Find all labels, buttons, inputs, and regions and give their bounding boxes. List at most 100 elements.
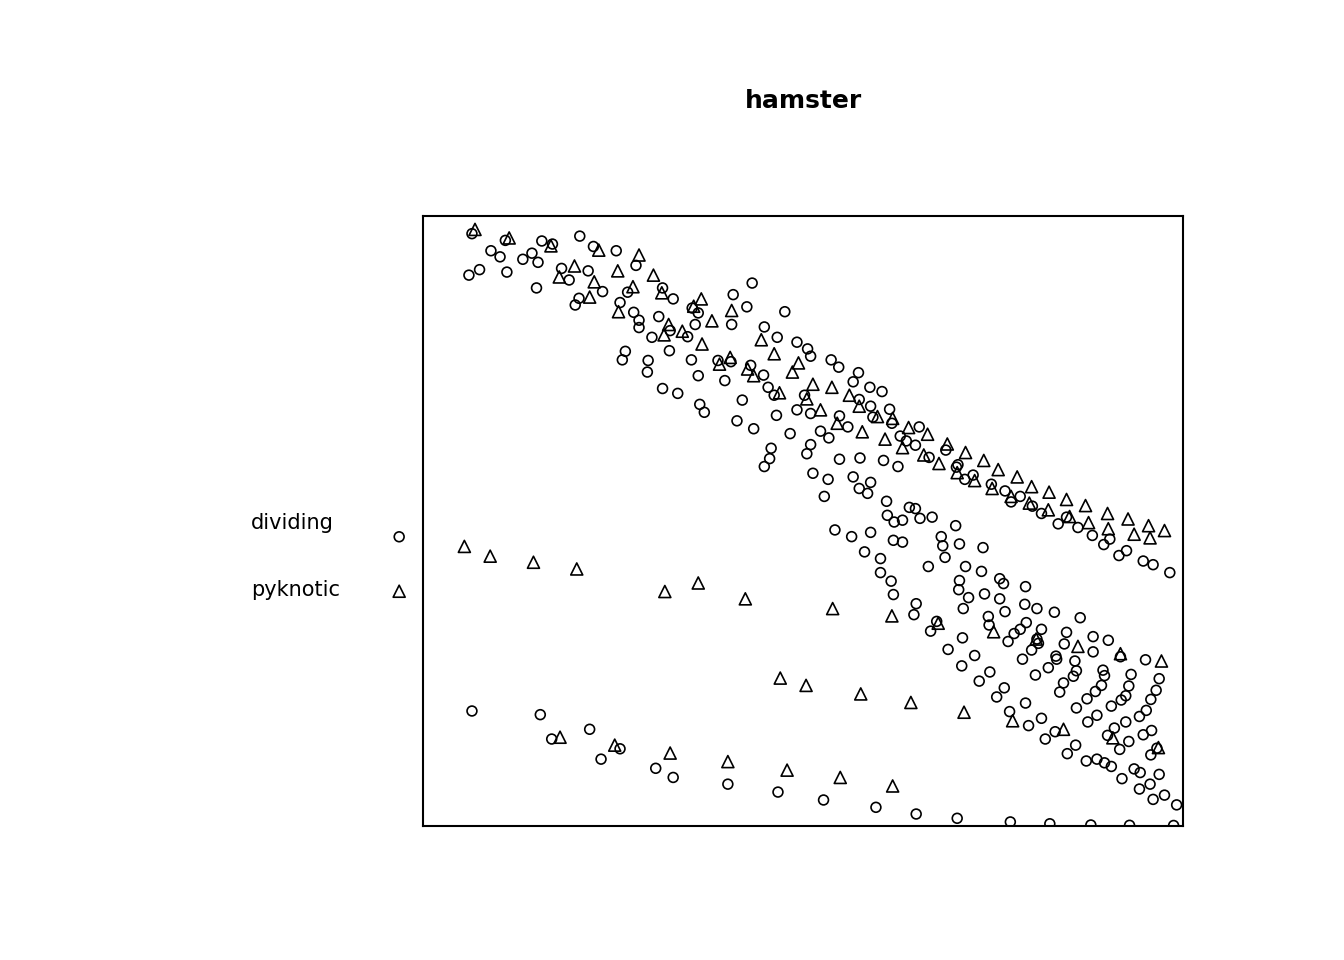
Point (609, 741, 630, 756)
Point (982, 624, 1004, 639)
Point (612, 352, 633, 368)
Point (1110, 646, 1132, 661)
Point (1116, 688, 1137, 704)
Point (763, 347, 785, 362)
Point (883, 587, 905, 602)
Point (758, 379, 780, 395)
Point (540, 238, 562, 253)
Point (981, 481, 1003, 496)
Point (892, 440, 914, 455)
Point (945, 518, 966, 534)
Point (930, 529, 952, 544)
Point (1142, 557, 1164, 572)
Point (813, 489, 835, 504)
Point (981, 476, 1003, 492)
Point (723, 287, 745, 302)
Point (876, 508, 898, 523)
Point (989, 571, 1011, 587)
Point (973, 453, 995, 468)
Point (1141, 723, 1163, 738)
Point (1085, 684, 1106, 699)
Point (531, 233, 552, 249)
Point (614, 344, 636, 359)
Point (480, 243, 501, 258)
Point (652, 381, 673, 396)
Point (935, 443, 957, 458)
Point (480, 548, 501, 564)
Point (1129, 765, 1150, 780)
Point (1163, 818, 1184, 833)
Point (583, 275, 605, 290)
Point (1031, 506, 1052, 521)
Point (628, 248, 649, 263)
Point (1082, 629, 1103, 644)
Point (1028, 636, 1050, 651)
Point (880, 573, 902, 588)
Point (641, 329, 663, 345)
Point (691, 336, 712, 351)
Point (900, 695, 922, 710)
Point (677, 329, 699, 345)
Point (1015, 695, 1036, 710)
Point (876, 493, 898, 509)
Point (988, 462, 1009, 477)
Point (579, 722, 601, 737)
Point (1142, 792, 1164, 807)
Point (521, 246, 543, 261)
Point (1031, 622, 1052, 637)
Point (1140, 747, 1161, 762)
Point (1046, 652, 1067, 667)
Point (1109, 742, 1130, 757)
Point (667, 386, 688, 401)
Point (1140, 692, 1161, 708)
Point (954, 471, 976, 487)
Point (625, 257, 646, 273)
Point (617, 284, 638, 300)
Point (645, 760, 667, 776)
Point (767, 784, 789, 800)
Point (890, 428, 911, 444)
Point (922, 510, 943, 525)
Point (720, 354, 742, 370)
Point (624, 304, 645, 320)
Point (663, 291, 684, 306)
Point (1145, 683, 1167, 698)
Point (1146, 740, 1168, 756)
Point (970, 564, 992, 579)
Point (1078, 515, 1099, 530)
Point (1024, 667, 1046, 683)
Point (688, 368, 710, 383)
Point (849, 450, 871, 466)
Point (993, 680, 1015, 695)
Point (1066, 700, 1087, 715)
Point (899, 500, 921, 516)
Point (1016, 615, 1038, 631)
Point (1031, 710, 1052, 726)
Point (1021, 498, 1043, 514)
Point (591, 284, 613, 300)
Point (688, 305, 710, 321)
Point (1009, 622, 1031, 637)
Point (828, 359, 849, 374)
Point (887, 459, 909, 474)
Point (718, 754, 739, 769)
Point (1134, 652, 1156, 667)
Point (913, 447, 934, 463)
Point (527, 254, 548, 270)
Point (918, 559, 939, 574)
Point (1038, 660, 1059, 676)
Point (948, 457, 969, 472)
Point (849, 686, 871, 702)
Point (1067, 638, 1089, 654)
Point (653, 327, 675, 343)
Point (1056, 746, 1078, 761)
Point (1091, 678, 1113, 693)
Point (946, 460, 968, 475)
Point (862, 410, 883, 425)
Point (1093, 662, 1114, 678)
Point (964, 473, 985, 489)
Point (770, 670, 792, 685)
Text: pyknotic: pyknotic (251, 581, 340, 600)
Point (1101, 758, 1122, 774)
Point (461, 704, 482, 719)
